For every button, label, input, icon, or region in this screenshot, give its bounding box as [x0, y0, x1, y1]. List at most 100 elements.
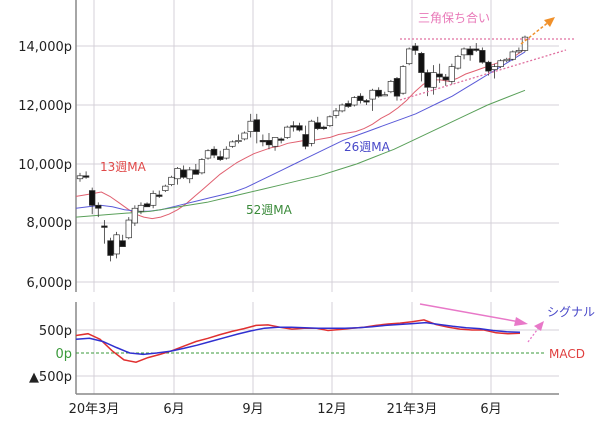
macd-lines	[75, 319, 521, 363]
candle	[454, 54, 462, 70]
macd-label: MACD	[549, 347, 585, 361]
x-label-2006: 6月	[163, 402, 184, 417]
candle	[143, 202, 151, 208]
candle	[137, 202, 145, 215]
candle	[357, 93, 364, 104]
candle	[125, 217, 132, 240]
x-label-2003: 20年3月	[69, 402, 120, 417]
ma-line	[75, 89, 526, 218]
candle	[399, 65, 407, 95]
candle	[503, 57, 510, 63]
ma-line	[75, 51, 526, 212]
triangle-trendlines	[399, 38, 575, 101]
candle	[302, 125, 309, 150]
macd-y-axis-labels: 500p 0p ▲500p	[29, 324, 72, 385]
ma26-label: 26週MA	[344, 140, 391, 154]
candle	[363, 99, 370, 105]
moving-average-lines	[75, 48, 526, 220]
y-label-12000: 12,000p	[18, 99, 72, 114]
x-label-2009: 9月	[242, 402, 263, 417]
candle	[235, 134, 242, 144]
signal-label: シグナル	[547, 305, 595, 319]
candle	[168, 175, 175, 187]
macd-series-line	[75, 319, 521, 363]
candle	[290, 121, 297, 132]
candle	[521, 35, 529, 52]
candle	[320, 125, 327, 131]
candle	[198, 158, 206, 175]
candle	[466, 46, 474, 61]
candle	[314, 116, 321, 131]
candle	[448, 63, 455, 85]
candle	[119, 234, 126, 247]
candle	[76, 172, 84, 182]
candle	[473, 43, 480, 52]
candle	[241, 131, 248, 141]
candle	[95, 202, 102, 218]
candle	[271, 137, 279, 151]
macd-series-line	[75, 321, 521, 356]
ma-line	[75, 48, 526, 220]
candle	[442, 74, 449, 86]
candle	[418, 51, 425, 82]
candle	[460, 47, 468, 60]
candle	[436, 63, 443, 83]
candle	[278, 137, 285, 144]
candle	[186, 166, 193, 184]
candlesticks	[76, 35, 529, 262]
candle	[345, 100, 352, 108]
x-label-2103: 21年3月	[387, 402, 438, 417]
candle	[247, 113, 254, 138]
candle	[174, 166, 181, 185]
candle	[101, 220, 108, 244]
macd-y-label-neg500: ▲500p	[29, 370, 72, 385]
y-label-10000: 10,000p	[18, 158, 72, 173]
candle	[491, 63, 498, 79]
candle	[229, 140, 236, 148]
candle	[515, 47, 523, 54]
macd-y-label-500: 500p	[39, 324, 72, 339]
macd-up-arrow-icon	[527, 321, 544, 343]
x-axis-labels: 20年3月 6月 9月 12月 21年3月 6月	[69, 402, 502, 417]
candle	[308, 119, 315, 147]
candle	[375, 87, 382, 98]
candle	[204, 149, 212, 160]
candle	[284, 125, 291, 139]
candle	[180, 165, 187, 179]
triangle-pattern-label: 三角保ち合い	[418, 10, 490, 25]
ma13-label: 13週MA	[100, 160, 147, 174]
candle	[326, 115, 334, 128]
candle	[387, 79, 395, 94]
candle	[430, 65, 437, 95]
candle	[479, 47, 486, 64]
candle	[162, 184, 169, 193]
breakout-arrow-icon	[520, 17, 555, 45]
candle	[82, 171, 90, 179]
candle	[393, 76, 401, 101]
candle	[338, 103, 346, 113]
candle	[406, 47, 413, 66]
candle	[369, 88, 376, 111]
candle	[150, 190, 157, 209]
macd-y-label-0: 0p	[55, 347, 72, 362]
macd-down-arrow-icon	[419, 303, 528, 326]
candle	[223, 146, 230, 160]
candle	[296, 122, 303, 132]
candle	[259, 134, 267, 147]
y-label-8000: 8,000p	[27, 216, 72, 231]
y-label-14000: 14,000p	[18, 40, 72, 55]
candle	[156, 190, 163, 198]
ma52-label: 52週MA	[246, 203, 293, 217]
main-grid	[75, 0, 559, 292]
candle	[217, 150, 224, 162]
candle	[131, 205, 139, 226]
candle	[113, 231, 120, 259]
candle	[89, 187, 96, 215]
candle	[107, 237, 114, 262]
x-label-2012: 12月	[317, 402, 347, 417]
candle	[509, 50, 516, 61]
y-label-6000: 6,000p	[27, 276, 72, 291]
main-y-axis-labels: 14,000p 12,000p 10,000p 8,000p 6,000p	[18, 40, 72, 291]
candle	[332, 107, 340, 119]
